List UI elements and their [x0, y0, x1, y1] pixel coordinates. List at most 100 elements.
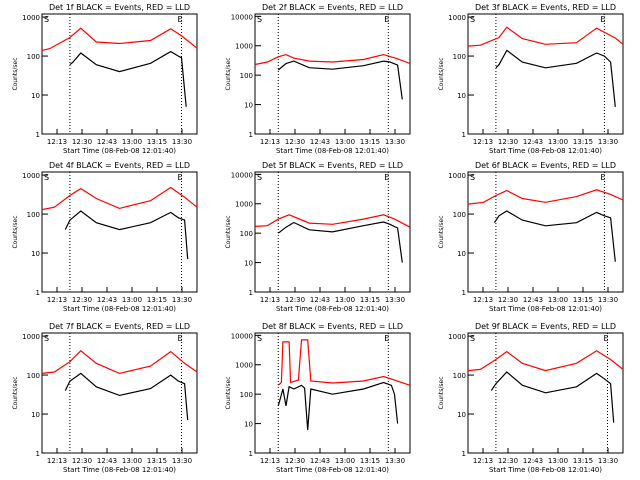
s-marker: S: [44, 334, 49, 343]
x-tick-label: 12:43: [523, 138, 543, 146]
y-tick-label: 1: [249, 131, 253, 139]
y-tick-label: 100: [240, 230, 253, 238]
series-lld-line: [254, 53, 411, 66]
y-tick-label: 1000: [22, 333, 40, 341]
y-tick-label: 100: [453, 372, 466, 380]
y-tick-label: 100: [27, 211, 40, 219]
y-tick-label: 1000: [22, 172, 40, 180]
y-axis-label: Counts/sec: [438, 57, 445, 90]
y-tick-label: 10: [244, 102, 253, 110]
s-marker: S: [470, 173, 475, 182]
e-marker: E: [384, 15, 389, 24]
y-tick-label: 100: [27, 372, 40, 380]
chart-title: Det 1f BLACK = Events, RED = LLD: [49, 3, 190, 12]
y-tick-label: 1000: [235, 201, 253, 209]
x-tick-label: 12:30: [72, 296, 92, 304]
x-tick-label: 13:30: [385, 296, 405, 304]
x-tick-label: 13:30: [172, 138, 192, 146]
x-tick-label: 13:00: [122, 296, 142, 304]
x-tick-label: 13:30: [598, 457, 618, 465]
y-tick-label: 100: [27, 53, 40, 61]
plot-frame: [254, 171, 411, 293]
x-tick-label: 12:43: [310, 138, 330, 146]
y-axis-label: Counts/sec: [225, 215, 232, 248]
x-tick-label: 13:30: [172, 457, 192, 465]
series-lld-line: [254, 214, 411, 228]
s-marker: S: [44, 15, 49, 24]
chart-title: Det 3f BLACK = Events, RED = LLD: [475, 3, 616, 12]
y-tick-label: 1: [36, 131, 40, 139]
x-tick-label: 13:15: [147, 296, 167, 304]
y-tick-label: 10: [457, 92, 466, 100]
plot-frame: [467, 13, 624, 135]
x-tick-label: 12:43: [97, 138, 117, 146]
e-marker: E: [178, 15, 183, 24]
chart-title: Det 9f BLACK = Events, RED = LLD: [475, 322, 616, 331]
series-lld-line: [41, 186, 198, 211]
x-axis-label: Start Time (08-Feb-08 12:01:40): [489, 147, 602, 155]
x-tick-label: 13:15: [573, 457, 593, 465]
plot-frame: [41, 171, 198, 293]
x-tick-label: 12:43: [523, 457, 543, 465]
x-axis-label: Start Time (08-Feb-08 12:01:40): [489, 466, 602, 474]
e-marker: E: [604, 334, 609, 343]
x-axis-label: Start Time (08-Feb-08 12:01:40): [63, 305, 176, 313]
y-tick-label: 1: [36, 289, 40, 297]
x-tick-label: 13:15: [360, 138, 380, 146]
x-tick-label: 12:30: [498, 138, 518, 146]
y-tick-label: 10000: [231, 171, 253, 179]
x-tick-label: 12:13: [260, 296, 280, 304]
series-lld-line: [41, 349, 198, 375]
plot-frame: [467, 171, 624, 293]
e-marker: E: [178, 334, 183, 343]
series-events-line: [64, 210, 189, 260]
series-events-line: [277, 60, 403, 100]
x-tick-label: 12:13: [47, 296, 67, 304]
s-marker: S: [44, 173, 49, 182]
y-tick-label: 10: [31, 92, 40, 100]
x-tick-label: 13:00: [122, 457, 142, 465]
x-tick-label: 12:13: [473, 457, 493, 465]
y-axis-label: Counts/sec: [225, 376, 232, 409]
x-tick-label: 12:43: [310, 296, 330, 304]
chart-title: Det 7f BLACK = Events, RED = LLD: [49, 322, 190, 331]
x-tick-label: 12:13: [260, 138, 280, 146]
y-tick-label: 100: [240, 72, 253, 80]
chart-title: Det 8f BLACK = Events, RED = LLD: [262, 322, 403, 331]
x-tick-label: 12:13: [47, 138, 67, 146]
e-marker: E: [178, 173, 183, 182]
y-tick-label: 1: [462, 289, 466, 297]
y-axis-label: Counts/sec: [12, 57, 19, 90]
y-tick-label: 1: [462, 450, 466, 458]
y-axis-label: Counts/sec: [438, 376, 445, 409]
x-tick-label: 13:30: [598, 138, 618, 146]
y-tick-label: 10: [457, 411, 466, 419]
series-lld-line: [467, 350, 624, 372]
plot-frame: [467, 332, 624, 454]
y-tick-label: 10: [31, 250, 40, 258]
x-tick-label: 13:15: [573, 138, 593, 146]
x-tick-label: 13:15: [573, 296, 593, 304]
y-tick-label: 1000: [448, 333, 466, 341]
series-lld-line: [277, 339, 411, 386]
y-tick-label: 100: [453, 53, 466, 61]
x-tick-label: 13:30: [385, 457, 405, 465]
x-tick-label: 12:43: [97, 296, 117, 304]
series-events-line: [495, 49, 616, 107]
y-tick-label: 10: [31, 411, 40, 419]
plot-frame: [254, 13, 411, 135]
y-tick-label: 1000: [22, 14, 40, 22]
x-tick-label: 13:15: [360, 296, 380, 304]
y-axis-label: Counts/sec: [225, 57, 232, 90]
y-tick-label: 10: [457, 250, 466, 258]
x-tick-label: 12:13: [473, 138, 493, 146]
y-tick-label: 1: [249, 450, 253, 458]
y-axis-label: Counts/sec: [12, 376, 19, 409]
y-tick-label: 10: [244, 260, 253, 268]
series-events-line: [277, 221, 403, 263]
y-tick-label: 1: [249, 289, 253, 297]
